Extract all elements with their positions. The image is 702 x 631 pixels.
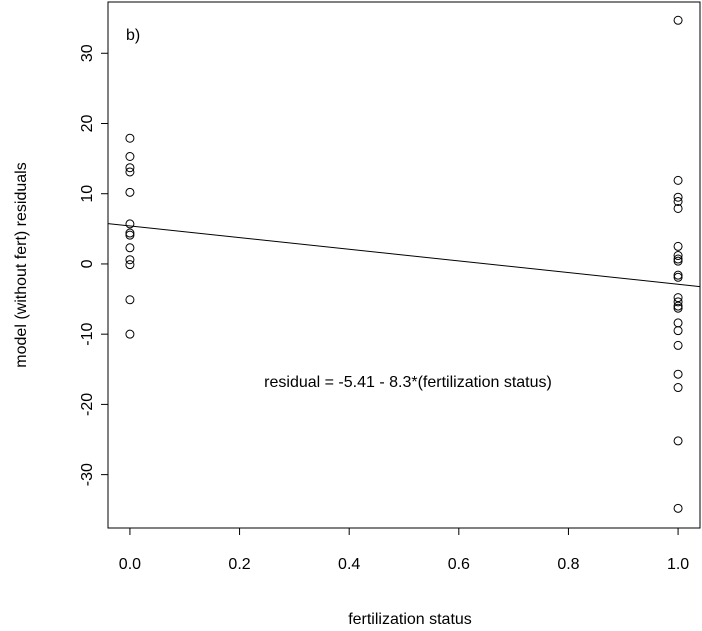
point bbox=[125, 260, 135, 270]
panel-label: b) bbox=[126, 27, 140, 44]
point bbox=[125, 167, 135, 177]
plot-frame bbox=[107, 1, 701, 529]
point bbox=[673, 254, 683, 264]
point bbox=[673, 303, 683, 313]
x-axis-label: fertilization status bbox=[348, 611, 472, 628]
point bbox=[673, 192, 683, 202]
point bbox=[673, 326, 683, 336]
x-tick-label: 0.2 bbox=[228, 556, 250, 573]
point bbox=[125, 219, 135, 229]
equation: residual = -5.41 - 8.3*(fertilization st… bbox=[264, 374, 552, 391]
point bbox=[673, 241, 683, 251]
x-tick-label: 0.0 bbox=[119, 556, 141, 573]
point bbox=[125, 255, 135, 265]
point bbox=[125, 243, 135, 253]
point bbox=[673, 503, 683, 513]
point bbox=[673, 436, 683, 446]
point bbox=[673, 196, 683, 206]
y-tick-label: -10 bbox=[79, 323, 96, 346]
y-tick-label: 20 bbox=[79, 114, 96, 132]
point bbox=[673, 270, 683, 280]
y-tick-label: -30 bbox=[79, 463, 96, 486]
point bbox=[673, 340, 683, 350]
point bbox=[673, 383, 683, 393]
x-tick-label: 0.4 bbox=[338, 556, 360, 573]
y-tick-label: 10 bbox=[79, 185, 96, 203]
point bbox=[673, 175, 683, 185]
point bbox=[125, 228, 135, 238]
point bbox=[673, 297, 683, 307]
point bbox=[125, 151, 135, 161]
y-tick-label: -20 bbox=[79, 393, 96, 416]
point bbox=[673, 203, 683, 213]
x-tick-label: 0.6 bbox=[448, 556, 470, 573]
y-tick-label: 0 bbox=[79, 259, 96, 268]
point bbox=[125, 295, 135, 305]
fit-line bbox=[107, 223, 701, 288]
point bbox=[125, 133, 135, 143]
x-tick-label: 0.8 bbox=[557, 556, 579, 573]
point bbox=[673, 301, 683, 311]
y-tick-label: 30 bbox=[79, 44, 96, 62]
point bbox=[125, 230, 135, 240]
point bbox=[673, 251, 683, 261]
point bbox=[673, 256, 683, 266]
point bbox=[673, 15, 683, 25]
y-axis-label: model (without fert) residuals bbox=[13, 162, 30, 367]
x-tick-label: 1.0 bbox=[667, 556, 689, 573]
point bbox=[673, 272, 683, 282]
point bbox=[673, 369, 683, 379]
point bbox=[125, 329, 135, 339]
point bbox=[125, 187, 135, 197]
point bbox=[673, 318, 683, 328]
point bbox=[125, 163, 135, 173]
